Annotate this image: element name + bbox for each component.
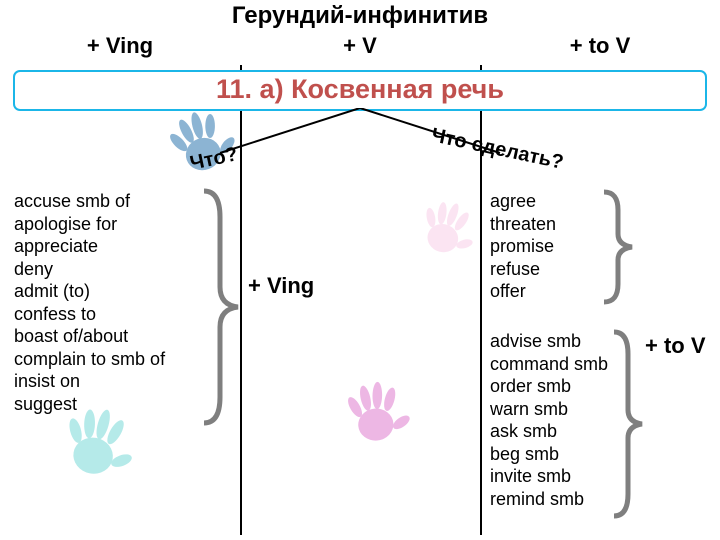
header-col-v: + V	[240, 33, 480, 59]
list-item: admit (to)	[14, 280, 214, 303]
header-row: + Ving + V + to V	[0, 33, 720, 59]
list-item: apologise for	[14, 213, 214, 236]
curly-bracket-icon	[200, 187, 248, 427]
list-item: insist on	[14, 370, 214, 393]
handprint-icon	[402, 187, 488, 273]
mid-label-ving: + Ving	[248, 273, 314, 299]
branch-lines	[0, 108, 720, 168]
list-item: confess to	[14, 303, 214, 326]
left-verb-list: accuse smb ofapologise forappreciatedeny…	[14, 190, 214, 415]
right-label-tov: + to V	[645, 333, 706, 359]
header-col-tov: + to V	[480, 33, 720, 59]
list-item: boast of/about	[14, 325, 214, 348]
list-item: appreciate	[14, 235, 214, 258]
handprint-icon	[332, 372, 419, 459]
list-item: accuse smb of	[14, 190, 214, 213]
list-item: suggest	[14, 393, 214, 416]
section-heading: 11. a) Косвенная речь	[13, 70, 707, 111]
page-title: Герундий-инфинитив	[0, 2, 720, 30]
list-item: deny	[14, 258, 214, 281]
curly-bracket-icon	[600, 188, 640, 306]
header-col-ving: + Ving	[0, 33, 240, 59]
list-item: complain to smb of	[14, 348, 214, 371]
